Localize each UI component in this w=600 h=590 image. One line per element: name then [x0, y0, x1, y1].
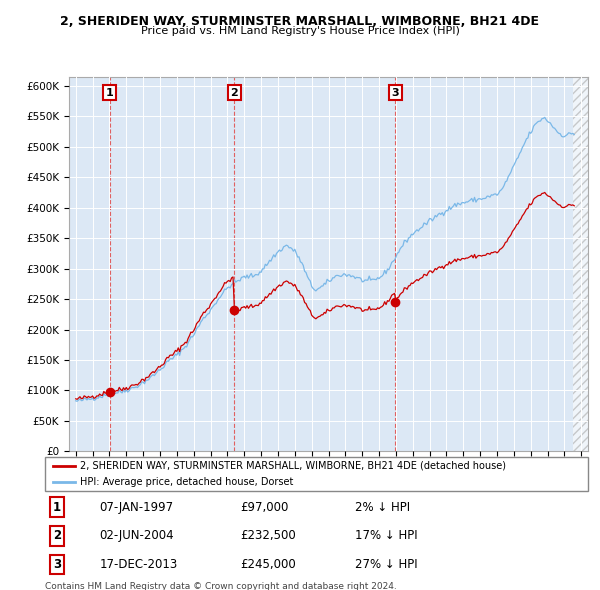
Text: 02-JUN-2004: 02-JUN-2004	[100, 529, 174, 542]
Text: £232,500: £232,500	[241, 529, 296, 542]
Text: £97,000: £97,000	[241, 500, 289, 513]
Polygon shape	[573, 74, 590, 451]
Text: 1: 1	[53, 500, 61, 513]
Text: 17% ↓ HPI: 17% ↓ HPI	[355, 529, 417, 542]
Text: 2: 2	[230, 88, 238, 98]
Text: 3: 3	[53, 558, 61, 571]
Text: 27% ↓ HPI: 27% ↓ HPI	[355, 558, 417, 571]
Text: 3: 3	[391, 88, 399, 98]
Text: 17-DEC-2013: 17-DEC-2013	[100, 558, 178, 571]
Text: Price paid vs. HM Land Registry's House Price Index (HPI): Price paid vs. HM Land Registry's House …	[140, 26, 460, 36]
Text: Contains HM Land Registry data © Crown copyright and database right 2024.: Contains HM Land Registry data © Crown c…	[45, 582, 397, 590]
Text: 2, SHERIDEN WAY, STURMINSTER MARSHALL, WIMBORNE, BH21 4DE (detached house): 2, SHERIDEN WAY, STURMINSTER MARSHALL, W…	[80, 461, 506, 471]
Text: 2% ↓ HPI: 2% ↓ HPI	[355, 500, 410, 513]
Text: 1: 1	[106, 88, 113, 98]
Text: HPI: Average price, detached house, Dorset: HPI: Average price, detached house, Dors…	[80, 477, 293, 487]
Text: 2: 2	[53, 529, 61, 542]
Text: £245,000: £245,000	[241, 558, 296, 571]
Text: 2, SHERIDEN WAY, STURMINSTER MARSHALL, WIMBORNE, BH21 4DE: 2, SHERIDEN WAY, STURMINSTER MARSHALL, W…	[61, 15, 539, 28]
Text: 07-JAN-1997: 07-JAN-1997	[100, 500, 173, 513]
